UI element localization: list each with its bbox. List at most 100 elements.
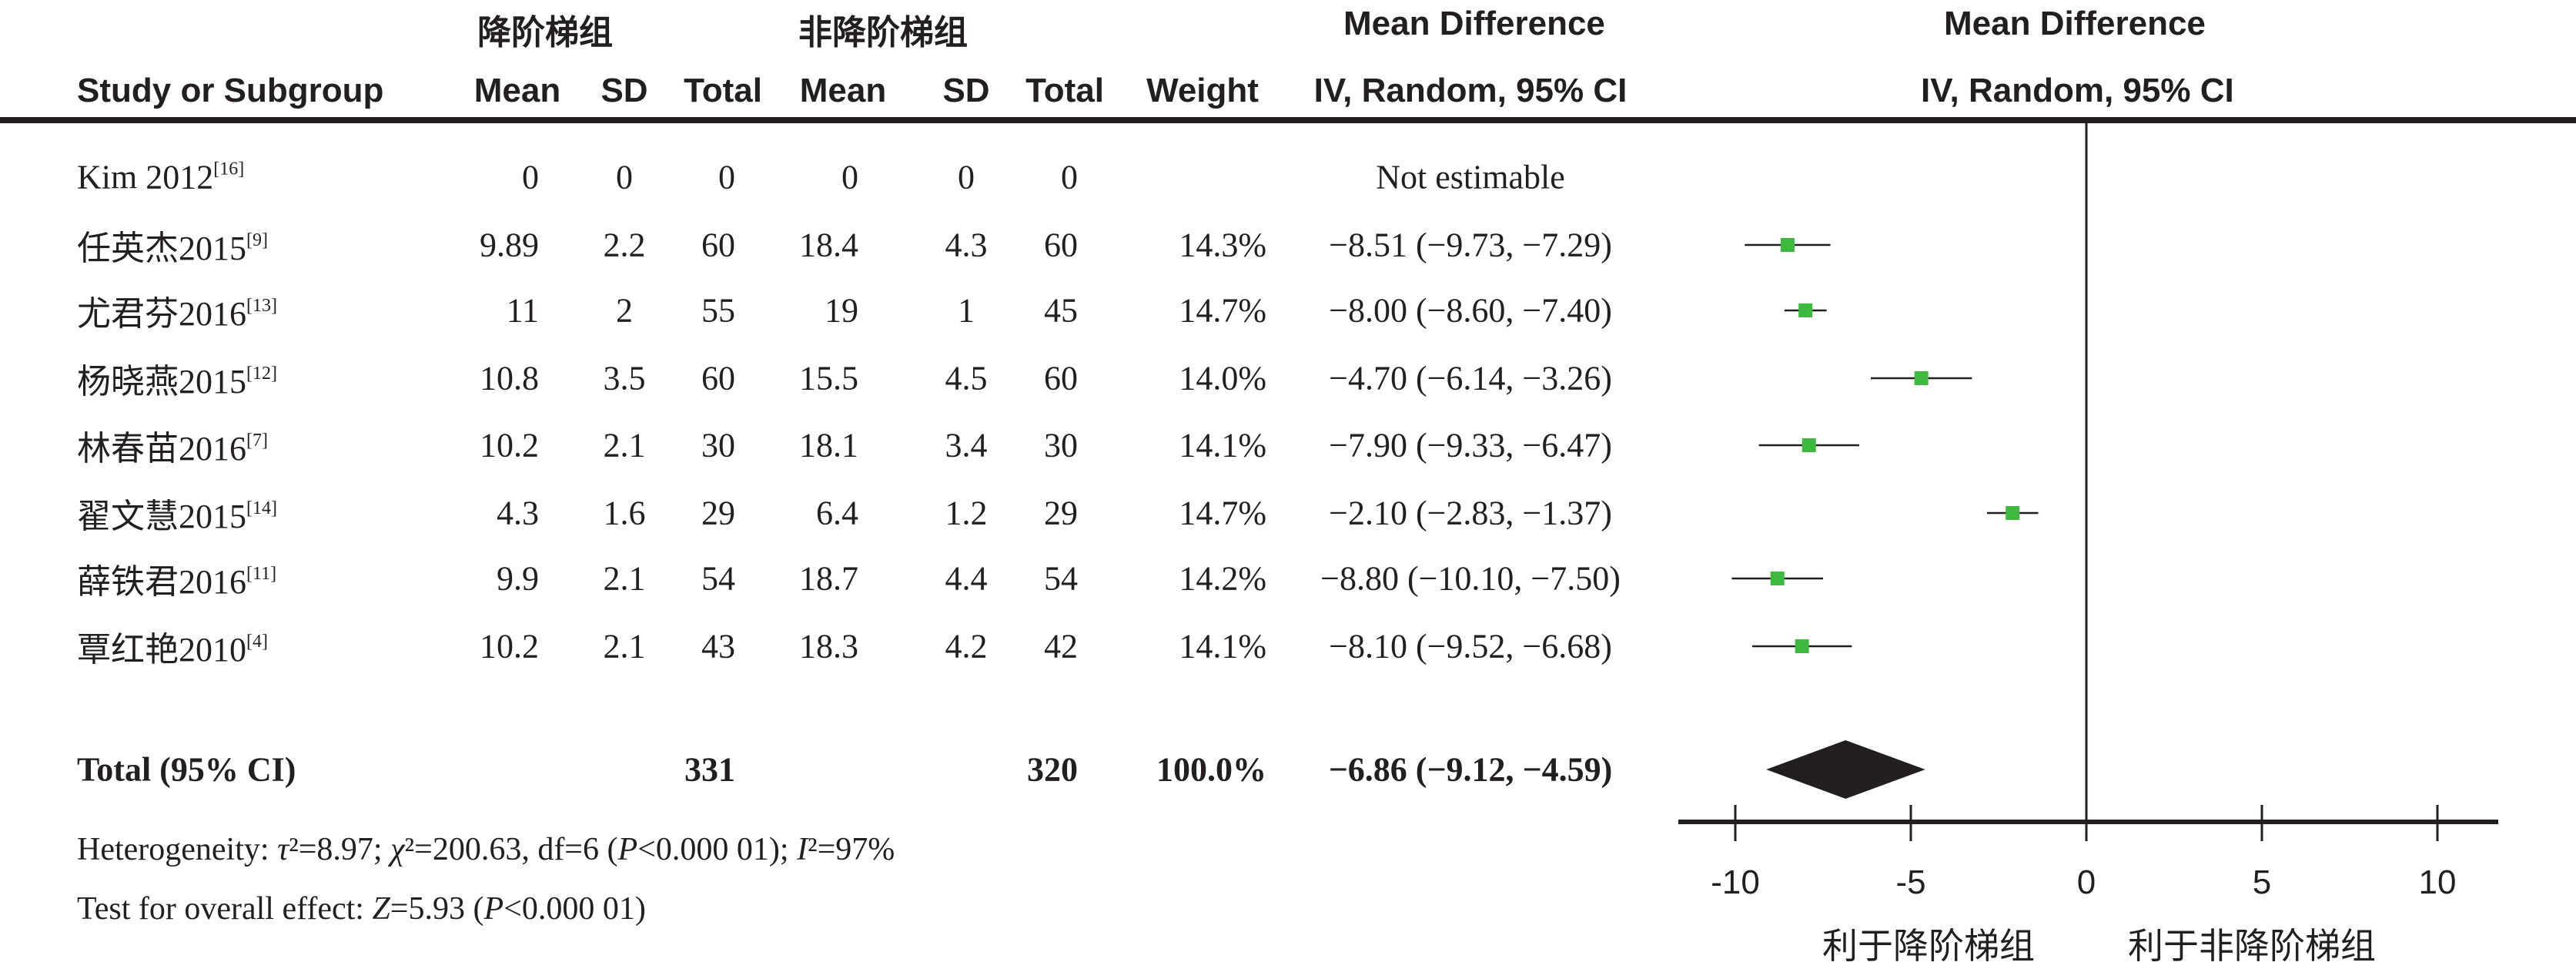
reference: [13] [246, 296, 277, 316]
study-name: 翟文慧2015[14] [77, 488, 277, 538]
cell-sd2: 1 [958, 291, 975, 330]
column-header: Total [1025, 72, 1104, 109]
cell-sd1: 1.6 [603, 494, 646, 532]
study-name: 尤君芬2016[13] [77, 286, 277, 335]
cell-ci: −4.70 (−6.14, −3.26) [1329, 359, 1612, 397]
study-name: 任英杰2015[9] [77, 220, 268, 270]
point-estimate-square [1780, 238, 1795, 252]
cell-weight: 14.1% [1179, 627, 1266, 666]
cell-m1: 9.89 [480, 226, 539, 264]
cell-ci: −8.00 (−8.60, −7.40) [1329, 291, 1612, 330]
cell-sd1: 0 [616, 158, 633, 196]
xlabel-right: 利于非降阶梯组 [2128, 926, 2376, 966]
cell-sd2: 1.2 [945, 494, 988, 532]
cell-sd2: 4.4 [945, 559, 988, 598]
reference: [7] [246, 431, 268, 451]
cell-m2: 18.4 [799, 226, 858, 264]
plot-header: Mean Difference [1944, 5, 2206, 42]
footer-segment: <0.000 01) [503, 891, 646, 927]
cell-m2: 15.5 [799, 359, 858, 397]
overall-effect-text: Test for overall effect: Z=5.93 (P<0.000… [77, 890, 646, 927]
cell-m1: 0 [522, 158, 539, 196]
study-name: 覃红艳2010[4] [77, 622, 268, 671]
point-estimate-square [2006, 506, 2020, 520]
total-n1: 331 [684, 750, 735, 789]
reference: [14] [246, 498, 277, 518]
cell-weight: 14.3% [1179, 226, 1266, 264]
study-name: Kim 2012[16] [77, 158, 244, 197]
column-header: Total [684, 72, 762, 109]
cell-sd2: 4.3 [945, 226, 988, 264]
x-tick-label: 0 [2077, 863, 2096, 901]
footer-segment: Heterogeneity: [77, 832, 278, 867]
cell-n2: 60 [1044, 226, 1078, 264]
cell-weight: 14.0% [1179, 359, 1266, 397]
x-tick-label: 10 [2419, 863, 2457, 901]
pooled-diamond [1766, 740, 1925, 799]
column-header: Weight [1146, 72, 1259, 109]
cell-n1: 43 [701, 627, 735, 666]
footer-segment: I [796, 832, 808, 867]
point-estimate-square [1802, 438, 1816, 452]
study-name: 林春苗2016[7] [77, 421, 268, 470]
cell-weight: 14.1% [1179, 426, 1266, 464]
footer-segment: Test for overall effect: [77, 891, 373, 927]
reference: [9] [246, 230, 268, 250]
cell-n1: 60 [701, 359, 735, 397]
footer-segment: =5.93 ( [390, 891, 484, 927]
reference: [11] [246, 564, 277, 584]
cell-n2: 0 [1061, 158, 1078, 196]
cell-sd2: 0 [958, 158, 975, 196]
reference: [16] [213, 159, 245, 179]
cell-n1: 55 [701, 291, 735, 330]
footer-segment: χ [390, 832, 405, 867]
reference: [4] [246, 632, 268, 652]
cell-m2: 0 [841, 158, 858, 196]
total-label: Total (95% CI) [77, 750, 296, 789]
cell-m2: 18.7 [799, 559, 858, 598]
cell-ci: −8.10 (−9.52, −6.68) [1329, 627, 1612, 666]
footer-segment: <0.000 01); [637, 832, 797, 867]
study-label: 覃红艳2010 [77, 631, 246, 669]
point-estimate-square [1770, 572, 1785, 585]
cell-sd2: 3.4 [945, 426, 988, 464]
group2-header: 非降阶梯组 [798, 14, 968, 52]
study-label: 薛铁君2016 [77, 563, 246, 601]
cell-m1: 11 [506, 291, 539, 330]
x-tick-label: -10 [1711, 863, 1760, 901]
cell-m1: 10.8 [480, 359, 539, 397]
reference: [12] [246, 364, 277, 384]
cell-m1: 10.2 [480, 627, 539, 666]
cell-ci: −8.51 (−9.73, −7.29) [1329, 226, 1612, 264]
cell-n2: 60 [1044, 359, 1078, 397]
cell-n2: 42 [1044, 627, 1078, 666]
cell-sd1: 2.1 [603, 426, 646, 464]
md-header: Mean Difference [1343, 5, 1605, 42]
cell-m1: 4.3 [497, 494, 539, 532]
cell-m2: 19 [825, 291, 858, 330]
cell-weight: 14.2% [1179, 559, 1266, 598]
cell-sd1: 3.5 [603, 359, 646, 397]
footer-segment: P [483, 891, 504, 927]
cell-n1: 60 [701, 226, 735, 264]
cell-sd1: 2 [616, 291, 633, 330]
footer-segment: ²=97% [807, 832, 895, 867]
x-tick-label: -5 [1895, 863, 1925, 901]
cell-weight: 14.7% [1179, 291, 1266, 330]
cell-m2: 18.1 [799, 426, 858, 464]
study-name: 薛铁君2016[11] [77, 554, 276, 603]
cell-n2: 54 [1044, 559, 1078, 598]
cell-weight: 14.7% [1179, 494, 1266, 532]
study-label: Kim 2012 [77, 158, 214, 196]
point-estimate-square [1798, 303, 1813, 317]
column-header: SD [942, 72, 990, 109]
cell-n2: 29 [1044, 494, 1078, 532]
study-name: 杨晓燕2015[12] [77, 354, 277, 403]
study-label: 林春苗2016 [77, 430, 246, 468]
column-header: IV, Random, 95% CI [1313, 72, 1628, 109]
cell-sd2: 4.5 [945, 359, 988, 397]
cell-m2: 6.4 [816, 494, 858, 532]
cell-ci: −2.10 (−2.83, −1.37) [1329, 494, 1612, 532]
column-header: Study or Subgroup [77, 72, 384, 109]
